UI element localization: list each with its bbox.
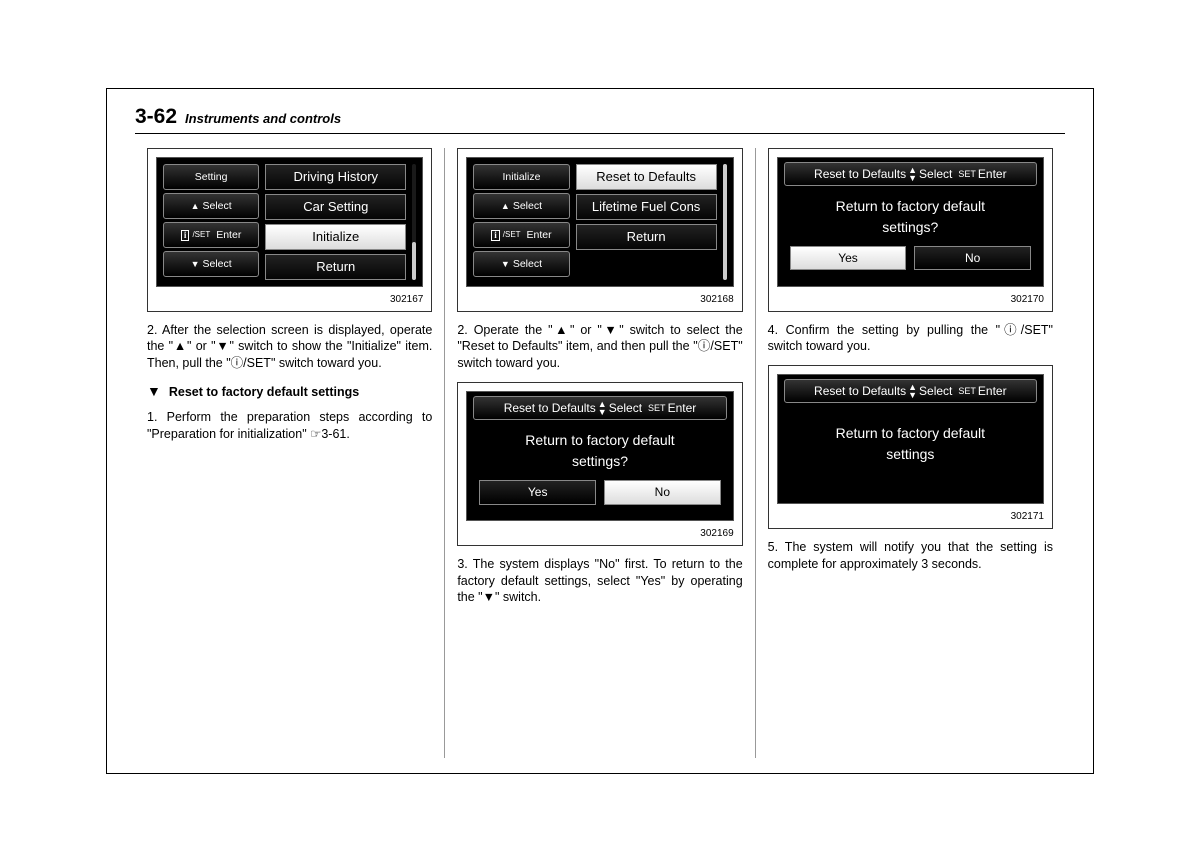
- menu-reset-defaults[interactable]: Reset to Defaults: [576, 164, 717, 190]
- subheading-reset: ▼ Reset to factory default settings: [147, 382, 432, 401]
- sidebar-setting-button[interactable]: Setting: [163, 164, 259, 190]
- figure-302170: Reset to Defaults ▲▼ Select SET Enter Re…: [768, 148, 1053, 312]
- page-header: 3-62 Instruments and controls: [135, 105, 1065, 134]
- menu-driving-history[interactable]: Driving History: [265, 164, 406, 190]
- menu-car-setting[interactable]: Car Setting: [265, 194, 406, 220]
- step-2-text: 2. After the selection screen is display…: [147, 322, 432, 373]
- menu-lifetime-fuel[interactable]: Lifetime Fuel Cons: [576, 194, 717, 220]
- step-3-text: 3. The system displays "No" first. To re…: [457, 556, 742, 607]
- menu-screen: Setting ▲Select i/SETEnter ▼Select Drivi…: [156, 157, 423, 287]
- step-4-text: 4. Confirm the setting by pulling the "ⓘ…: [768, 322, 1053, 356]
- figure-id: 302167: [156, 293, 423, 307]
- info-icon: i: [181, 230, 190, 241]
- no-button[interactable]: No: [604, 480, 721, 504]
- sidebar-enter-button[interactable]: i/SETEnter: [473, 222, 569, 248]
- scroll-thumb: [723, 164, 727, 280]
- triangle-down-icon: ▼: [147, 382, 161, 401]
- yes-button[interactable]: Yes: [790, 246, 907, 270]
- set-label: SET: [958, 168, 976, 180]
- step-1-text: 1. Perform the preparation steps accordi…: [147, 409, 432, 443]
- screen-sidebar: Initialize ▲Select i/SETEnter ▼Select: [473, 164, 569, 280]
- triangle-up-icon: ▲: [191, 200, 200, 212]
- figure-302171: Reset to Defaults ▲▼ Select SET Enter Re…: [768, 365, 1053, 529]
- confirm-buttons: Yes No: [784, 246, 1037, 270]
- screen-sidebar: Setting ▲Select i/SETEnter ▼Select: [163, 164, 259, 280]
- set-label: SET: [958, 385, 976, 397]
- sidebar-initialize-button[interactable]: Initialize: [473, 164, 569, 190]
- manual-page: 3-62 Instruments and controls Setting ▲S…: [106, 88, 1094, 774]
- sidebar-select-up-button[interactable]: ▲Select: [473, 193, 569, 219]
- sidebar-select-up-button[interactable]: ▲Select: [163, 193, 259, 219]
- subheading-label: Reset to factory default settings: [169, 384, 359, 401]
- menu-initialize[interactable]: Initialize: [265, 224, 406, 250]
- confirm-header: Reset to Defaults ▲▼ Select SET Enter: [473, 396, 726, 420]
- step-5-text: 5. The system will notify you that the s…: [768, 539, 1053, 573]
- figure-302167: Setting ▲Select i/SETEnter ▼Select Drivi…: [147, 148, 432, 312]
- figure-id: 302169: [466, 527, 733, 541]
- triangle-up-icon: ▲: [501, 200, 510, 212]
- column-2: Initialize ▲Select i/SETEnter ▼Select Re…: [445, 148, 754, 758]
- section-title: Instruments and controls: [185, 111, 341, 126]
- main-menu-list: Driving History Car Setting Initialize R…: [265, 164, 406, 280]
- triangle-down-icon: ▼: [191, 258, 200, 270]
- confirm-buttons: Yes No: [473, 480, 726, 504]
- scroll-thumb: [412, 242, 416, 280]
- column-layout: Setting ▲Select i/SETEnter ▼Select Drivi…: [135, 148, 1065, 758]
- confirm-header: Reset to Defaults ▲▼ Select SET Enter: [784, 162, 1037, 186]
- figure-302168: Initialize ▲Select i/SETEnter ▼Select Re…: [457, 148, 742, 312]
- updown-icon: ▲▼: [908, 383, 917, 399]
- sidebar-select-down-button[interactable]: ▼Select: [473, 251, 569, 277]
- triangle-down-icon: ▼: [501, 258, 510, 270]
- figure-302169: Reset to Defaults ▲▼ Select SET Enter Re…: [457, 382, 742, 546]
- scrollbar[interactable]: [412, 164, 416, 280]
- confirm-screen: Reset to Defaults ▲▼ Select SET Enter Re…: [777, 374, 1044, 504]
- confirm-message: Return to factory default settings?: [473, 430, 726, 472]
- menu-return[interactable]: Return: [576, 224, 717, 250]
- step-2b-text: 2. Operate the "▲" or "▼" switch to sele…: [457, 322, 742, 373]
- info-icon: i: [491, 230, 500, 241]
- confirm-screen: Reset to Defaults ▲▼ Select SET Enter Re…: [777, 157, 1044, 287]
- column-3: Reset to Defaults ▲▼ Select SET Enter Re…: [756, 148, 1065, 758]
- set-label: SET: [648, 402, 666, 414]
- sidebar-enter-button[interactable]: i/SETEnter: [163, 222, 259, 248]
- confirm-message: Return to factory default settings?: [784, 196, 1037, 238]
- confirm-screen: Reset to Defaults ▲▼ Select SET Enter Re…: [466, 391, 733, 521]
- figure-id: 302168: [466, 293, 733, 307]
- menu-screen: Initialize ▲Select i/SETEnter ▼Select Re…: [466, 157, 733, 287]
- menu-return[interactable]: Return: [265, 254, 406, 280]
- confirm-header: Reset to Defaults ▲▼ Select SET Enter: [784, 379, 1037, 403]
- updown-icon: ▲▼: [908, 166, 917, 182]
- main-menu-list: Reset to Defaults Lifetime Fuel Cons Ret…: [576, 164, 717, 280]
- page-number: 3-62: [135, 105, 177, 129]
- yes-button[interactable]: Yes: [479, 480, 596, 504]
- figure-id: 302170: [777, 293, 1044, 307]
- figure-id: 302171: [777, 510, 1044, 524]
- no-button[interactable]: No: [914, 246, 1031, 270]
- scrollbar[interactable]: [723, 164, 727, 280]
- updown-icon: ▲▼: [598, 400, 607, 416]
- confirm-message: Return to factory default settings: [784, 423, 1037, 465]
- sidebar-select-down-button[interactable]: ▼Select: [163, 251, 259, 277]
- column-1: Setting ▲Select i/SETEnter ▼Select Drivi…: [135, 148, 444, 758]
